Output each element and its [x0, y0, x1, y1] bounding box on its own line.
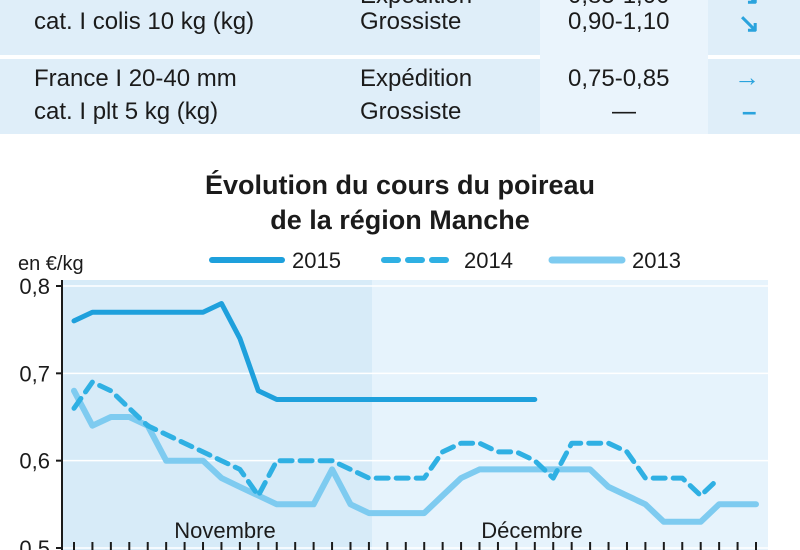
chart-title-line1: Évolution du cours du poireau	[204, 170, 595, 200]
month-label-november: Novembre	[174, 518, 275, 543]
legend: 2015 2014 2013	[209, 248, 681, 273]
row1-trend-icon: ↘	[738, 8, 760, 38]
row2-stage: Grossiste	[360, 98, 462, 125]
axes: 0,8 0,7 0,6 0,5 Novembre Décembre	[19, 274, 757, 550]
series-lines	[71, 301, 759, 525]
december-background	[372, 280, 768, 550]
chart-title-line2: de la région Manche	[270, 205, 530, 235]
row1-trend-top-icon: ↘	[738, 0, 760, 11]
row1-stage: Grossiste	[360, 8, 462, 35]
row2-price-top: 0,75-0,85	[568, 65, 670, 92]
series-line-2015	[71, 301, 538, 402]
row2-trend-icon: –	[742, 96, 757, 126]
legend-label-2014: 2014	[464, 248, 513, 273]
y-tick-label: 0,8	[19, 274, 50, 299]
price-table: Expédition 0,85-1,00 ↘ cat. I colis 10 k…	[0, 0, 800, 134]
legend-label-2015: 2015	[292, 248, 341, 273]
row2-stage-top: Expédition	[360, 65, 473, 92]
row1-price-top: 0,85-1,00	[568, 0, 669, 12]
row-separator-right	[708, 55, 800, 59]
legend-label-2013: 2013	[632, 248, 681, 273]
row2-product-top: France I 20-40 mm	[34, 65, 237, 92]
y-tick-label: 0,7	[19, 361, 50, 386]
price-column	[540, 0, 708, 134]
row2-price: —	[612, 98, 636, 125]
series-line-2013	[71, 387, 759, 525]
series-line-2014	[71, 379, 722, 499]
y-tick-label: 0,6	[19, 449, 50, 474]
row-separator	[0, 55, 540, 59]
row1-product: cat. I colis 10 kg (kg)	[34, 8, 255, 35]
row2-product: cat. I plt 5 kg (kg)	[34, 98, 219, 125]
row1-stage-top: Expédition	[360, 0, 472, 12]
row2-trend-top-icon: →	[734, 62, 760, 92]
y-axis-label: en €/kg	[18, 253, 84, 275]
month-label-december: Décembre	[481, 518, 582, 543]
row1-price: 0,90-1,10	[568, 8, 670, 35]
y-tick-label: 0,5	[19, 536, 50, 550]
